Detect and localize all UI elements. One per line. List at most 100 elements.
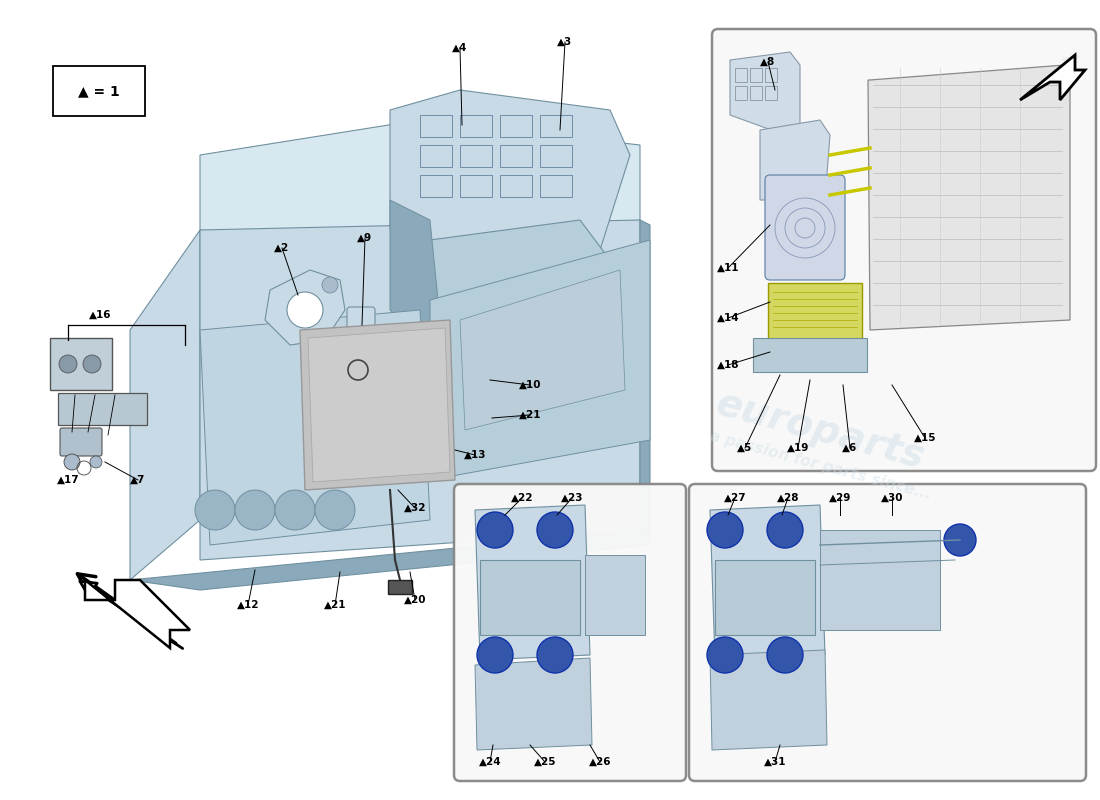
Bar bbox=[420, 145, 452, 167]
Bar bbox=[480, 560, 580, 635]
Text: ▲11: ▲11 bbox=[717, 263, 739, 273]
Polygon shape bbox=[710, 650, 827, 750]
Polygon shape bbox=[460, 270, 625, 430]
Circle shape bbox=[59, 355, 77, 373]
FancyBboxPatch shape bbox=[53, 66, 145, 116]
Text: ▲17: ▲17 bbox=[57, 475, 79, 485]
FancyBboxPatch shape bbox=[58, 393, 147, 425]
Text: ▲24: ▲24 bbox=[478, 757, 502, 767]
Polygon shape bbox=[730, 52, 800, 135]
FancyBboxPatch shape bbox=[60, 428, 102, 456]
FancyBboxPatch shape bbox=[764, 175, 845, 280]
Bar bbox=[460, 175, 492, 197]
Polygon shape bbox=[200, 310, 430, 545]
Bar bbox=[420, 115, 452, 137]
Text: ▲31: ▲31 bbox=[763, 757, 786, 767]
Text: europarts: europarts bbox=[168, 305, 572, 475]
Bar bbox=[750, 86, 762, 100]
Text: ▲16: ▲16 bbox=[89, 310, 111, 320]
Polygon shape bbox=[390, 90, 630, 260]
FancyBboxPatch shape bbox=[768, 283, 862, 342]
Text: ▲5: ▲5 bbox=[737, 443, 752, 453]
Polygon shape bbox=[308, 328, 450, 482]
Polygon shape bbox=[130, 530, 650, 590]
Text: ▲27: ▲27 bbox=[724, 493, 746, 503]
Polygon shape bbox=[475, 505, 590, 660]
Polygon shape bbox=[265, 270, 345, 345]
Text: ▲20: ▲20 bbox=[404, 595, 427, 605]
Text: ▲29: ▲29 bbox=[828, 493, 851, 503]
Polygon shape bbox=[1020, 55, 1085, 100]
Text: ▲25: ▲25 bbox=[534, 757, 557, 767]
Circle shape bbox=[82, 355, 101, 373]
Text: ▲21: ▲21 bbox=[323, 600, 346, 610]
Circle shape bbox=[275, 490, 315, 530]
Text: ▲14: ▲14 bbox=[717, 313, 739, 323]
Bar bbox=[420, 175, 452, 197]
Circle shape bbox=[90, 456, 102, 468]
Circle shape bbox=[944, 524, 976, 556]
Bar bbox=[585, 555, 645, 635]
Circle shape bbox=[477, 637, 513, 673]
Text: ▲30: ▲30 bbox=[881, 493, 903, 503]
Circle shape bbox=[64, 454, 80, 470]
Text: ▲26: ▲26 bbox=[588, 757, 612, 767]
Text: ▲32: ▲32 bbox=[404, 503, 427, 513]
Bar bbox=[460, 145, 492, 167]
Text: a passion for parts since...: a passion for parts since... bbox=[186, 394, 554, 515]
Bar bbox=[750, 68, 762, 82]
Text: europarts: europarts bbox=[712, 384, 928, 476]
Circle shape bbox=[195, 490, 235, 530]
FancyBboxPatch shape bbox=[346, 307, 375, 348]
Polygon shape bbox=[710, 505, 825, 660]
Text: ▲19: ▲19 bbox=[786, 443, 810, 453]
Polygon shape bbox=[200, 120, 640, 260]
Text: ▲ = 1: ▲ = 1 bbox=[78, 84, 120, 98]
Text: ▲22: ▲22 bbox=[510, 493, 534, 503]
Bar bbox=[820, 530, 940, 630]
Circle shape bbox=[707, 512, 743, 548]
Text: ▲9: ▲9 bbox=[358, 233, 373, 243]
Bar bbox=[735, 86, 747, 100]
Text: ▲6: ▲6 bbox=[843, 443, 858, 453]
Circle shape bbox=[477, 512, 513, 548]
Polygon shape bbox=[430, 220, 610, 320]
Text: ▲15: ▲15 bbox=[914, 433, 936, 443]
Bar bbox=[764, 86, 777, 100]
Circle shape bbox=[537, 637, 573, 673]
Circle shape bbox=[537, 512, 573, 548]
Text: ▲7: ▲7 bbox=[130, 475, 145, 485]
Bar bbox=[500, 115, 532, 137]
Bar bbox=[540, 115, 572, 137]
Text: ▲8: ▲8 bbox=[760, 57, 775, 67]
Bar bbox=[540, 145, 572, 167]
Circle shape bbox=[322, 277, 338, 293]
Bar bbox=[388, 580, 412, 594]
Polygon shape bbox=[760, 120, 830, 200]
FancyBboxPatch shape bbox=[50, 338, 112, 390]
Text: ▲23: ▲23 bbox=[561, 493, 583, 503]
Polygon shape bbox=[868, 65, 1070, 330]
Bar bbox=[764, 68, 777, 82]
Polygon shape bbox=[130, 230, 200, 580]
Circle shape bbox=[287, 292, 323, 328]
Polygon shape bbox=[200, 220, 640, 560]
Text: ▲2: ▲2 bbox=[274, 243, 289, 253]
Text: ▲4: ▲4 bbox=[452, 43, 468, 53]
Text: ▲12: ▲12 bbox=[236, 600, 260, 610]
Bar bbox=[735, 68, 747, 82]
Bar bbox=[460, 115, 492, 137]
Text: ▲3: ▲3 bbox=[558, 37, 573, 47]
FancyBboxPatch shape bbox=[754, 338, 867, 372]
Text: a passion for parts since...: a passion for parts since... bbox=[707, 428, 933, 502]
Bar bbox=[540, 175, 572, 197]
FancyBboxPatch shape bbox=[454, 484, 686, 781]
Circle shape bbox=[315, 490, 355, 530]
Polygon shape bbox=[475, 658, 592, 750]
Polygon shape bbox=[390, 200, 440, 340]
Text: ▲10: ▲10 bbox=[519, 380, 541, 390]
Text: ▲28: ▲28 bbox=[777, 493, 800, 503]
Text: ▲18: ▲18 bbox=[717, 360, 739, 370]
Bar bbox=[500, 145, 532, 167]
Bar bbox=[715, 560, 815, 635]
